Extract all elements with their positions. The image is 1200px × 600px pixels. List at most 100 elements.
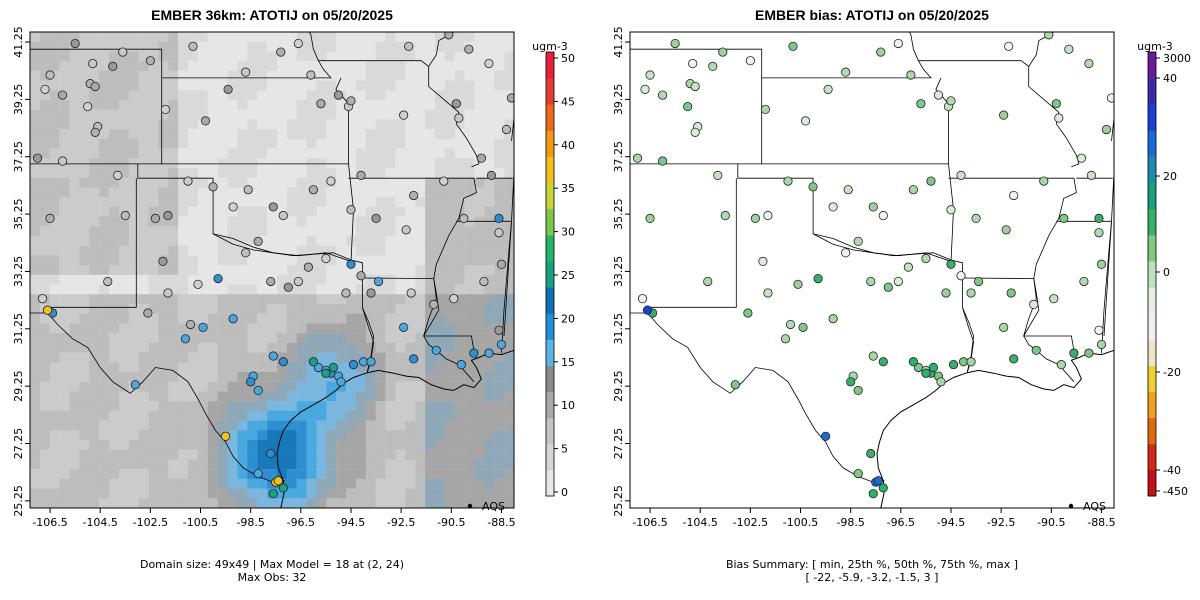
grid-cell	[326, 449, 337, 460]
grid-cell	[474, 294, 485, 305]
grid-cell	[494, 410, 505, 421]
colorbar-segment	[546, 182, 554, 210]
grid-cell	[217, 177, 228, 188]
grid-cell	[178, 236, 189, 246]
grid-cell	[464, 401, 475, 412]
grid-cell	[178, 138, 189, 149]
grid-cell	[326, 158, 337, 169]
grid-cell	[99, 70, 110, 81]
grid-cell	[474, 255, 485, 266]
grid-cell	[89, 478, 100, 489]
grid-cell	[444, 342, 455, 353]
grid-cell	[365, 32, 376, 42]
grid-cell	[237, 206, 248, 217]
grid-cell	[109, 255, 120, 266]
grid-cell	[405, 216, 416, 227]
grid-cell	[405, 488, 416, 499]
grid-cell	[296, 206, 307, 217]
grid-cell	[365, 129, 376, 140]
grid-cell	[69, 440, 80, 450]
grid-cell	[464, 391, 475, 402]
grid-cell	[99, 255, 110, 266]
grid-cell	[355, 440, 367, 450]
grid-cell	[504, 265, 514, 276]
grid-cell	[148, 148, 159, 159]
grid-cell	[148, 109, 159, 120]
grid-cell	[484, 197, 495, 208]
aqs-station	[429, 299, 439, 310]
grid-cell	[217, 304, 228, 314]
aqs-station	[464, 44, 474, 54]
aqs-station	[1086, 170, 1097, 180]
grid-cell	[138, 236, 149, 246]
grid-cell	[99, 236, 110, 246]
grid-cell	[306, 109, 317, 120]
grid-cell	[188, 391, 199, 402]
grid-cell	[178, 478, 189, 489]
grid-cell	[494, 430, 505, 441]
grid-cell	[484, 410, 495, 421]
grid-cell	[99, 304, 110, 314]
grid-cell	[237, 333, 248, 344]
grid-cell	[454, 177, 465, 188]
grid-cell	[385, 372, 396, 382]
grid-cell	[158, 469, 169, 480]
grid-cell	[425, 323, 436, 334]
grid-cell	[188, 61, 199, 72]
grid-cell	[494, 420, 505, 431]
grid-cell	[415, 313, 426, 324]
grid-cell	[178, 352, 189, 363]
grid-cell	[49, 440, 60, 450]
grid-cell	[276, 41, 288, 52]
grid-cell	[494, 498, 505, 508]
grid-cell	[257, 70, 268, 81]
grid-cell	[148, 236, 159, 246]
aqs-station	[283, 282, 293, 292]
grid-cell	[336, 197, 347, 208]
grid-cell	[375, 313, 386, 324]
grid-cell	[227, 41, 238, 52]
grid-cell	[30, 226, 41, 237]
grid-cell	[296, 41, 307, 52]
aqs-station	[501, 124, 512, 135]
grid-cell	[227, 51, 238, 62]
grid-cell	[276, 100, 288, 110]
grid-cell	[207, 430, 218, 441]
grid-cell	[158, 304, 169, 314]
aqs-station	[1069, 348, 1079, 358]
aqs-station	[1031, 345, 1041, 355]
grid-cell	[346, 342, 357, 353]
grid-cell	[178, 100, 189, 110]
grid-cell	[365, 313, 376, 324]
grid-cell	[207, 61, 218, 72]
grid-cell	[504, 430, 514, 441]
x-tick-label: -90.5	[437, 516, 465, 529]
grid-cell	[474, 372, 485, 382]
grid-cell	[267, 51, 278, 62]
grid-cell	[454, 459, 465, 470]
grid-cell	[405, 206, 416, 217]
grid-cell	[474, 420, 485, 431]
grid-cell	[30, 401, 41, 412]
grid-cell	[257, 265, 268, 276]
grid-cell	[306, 391, 317, 402]
aqs-station	[88, 58, 98, 69]
grid-cell	[227, 381, 238, 392]
grid-cell	[59, 255, 70, 266]
grid-cell	[158, 216, 169, 227]
grid-cell	[405, 440, 416, 450]
grid-cell	[197, 129, 208, 140]
grid-cell	[207, 168, 218, 178]
grid-cell	[30, 109, 41, 120]
grid-cell	[494, 61, 505, 72]
grid-cell	[454, 158, 465, 169]
grid-cell	[415, 158, 426, 169]
grid-cell	[227, 304, 238, 314]
grid-cell	[286, 80, 297, 91]
grid-cell	[207, 498, 218, 508]
colorbar-tick-label: 10	[561, 399, 575, 412]
grid-cell	[158, 352, 169, 363]
grid-cell	[375, 61, 386, 72]
aqs-station	[873, 476, 883, 486]
state-border-line	[137, 163, 354, 262]
